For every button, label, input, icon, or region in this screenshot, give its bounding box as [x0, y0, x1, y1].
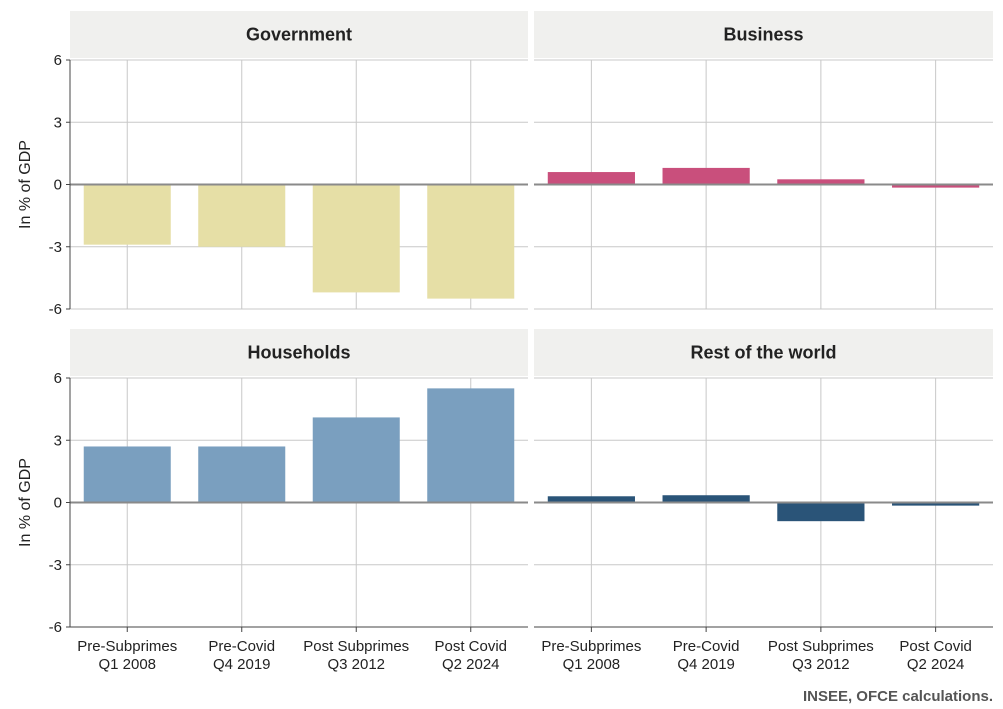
bar — [312, 184, 400, 293]
x-tick-label: Post Covid — [899, 638, 972, 655]
x-tick-label: Q4 2019 — [677, 656, 735, 673]
y-tick-label: 0 — [54, 495, 62, 512]
panel-header — [70, 11, 528, 58]
y-tick-label: 6 — [54, 52, 62, 69]
bar — [777, 502, 865, 522]
y-tick-label: -6 — [49, 301, 62, 318]
bar — [427, 184, 515, 299]
x-tick-label: Q1 2008 — [98, 656, 156, 673]
panel-title: Government — [246, 25, 352, 45]
bar — [83, 446, 171, 503]
y-tick-label: 3 — [54, 432, 62, 449]
bar — [777, 179, 865, 185]
y-axis-label: In % of GDP — [17, 140, 34, 229]
x-tick-label: Q3 2012 — [327, 656, 385, 673]
panel-title: Business — [723, 25, 803, 45]
bar — [892, 184, 980, 188]
bar — [427, 388, 515, 503]
x-tick-label: Q3 2012 — [792, 656, 850, 673]
bar — [892, 502, 980, 506]
x-tick-label: Pre-Covid — [673, 638, 740, 655]
panel-government: Government -6 -3 0 3 6 In % of GDP — [17, 11, 528, 318]
y-tick-label: 0 — [54, 177, 62, 194]
panel-header — [534, 11, 993, 58]
panel-households: Households -6 -3 0 3 6 In % of GDP Pre-Subprime… — [17, 329, 528, 673]
panel-header — [70, 329, 528, 376]
panel-business: Business — [534, 11, 993, 310]
y-axis-label: In % of GDP — [17, 458, 34, 547]
y-tick-label: -3 — [49, 557, 62, 574]
y-tick-label: -3 — [49, 239, 62, 256]
panel-title: Rest of the world — [690, 343, 836, 363]
y-tick-label: 3 — [54, 114, 62, 131]
source-note: INSEE, OFCE calculations. — [803, 688, 993, 705]
x-tick-label: Q1 2008 — [563, 656, 621, 673]
bar — [662, 167, 750, 185]
bar — [198, 446, 286, 503]
x-tick-label: Pre-Covid — [208, 638, 275, 655]
x-tick-label: Post Subprimes — [303, 638, 409, 655]
x-tick-label: Q2 2024 — [442, 656, 500, 673]
x-tick-label: Post Covid — [434, 638, 507, 655]
x-tick-label: Q2 2024 — [907, 656, 965, 673]
bar — [547, 172, 635, 185]
bar — [662, 495, 750, 503]
panel-header — [534, 329, 993, 376]
x-tick-label: Post Subprimes — [768, 638, 874, 655]
y-tick-label: -6 — [49, 619, 62, 636]
bar — [83, 184, 171, 245]
x-tick-label: Pre-Subprimes — [541, 638, 641, 655]
bar — [312, 417, 400, 503]
x-tick-label: Pre-Subprimes — [77, 638, 177, 655]
x-tick-label: Q4 2019 — [213, 656, 271, 673]
bar — [547, 496, 635, 503]
y-tick-label: 6 — [54, 370, 62, 387]
bar — [198, 184, 286, 247]
panel-title: Households — [247, 343, 350, 363]
